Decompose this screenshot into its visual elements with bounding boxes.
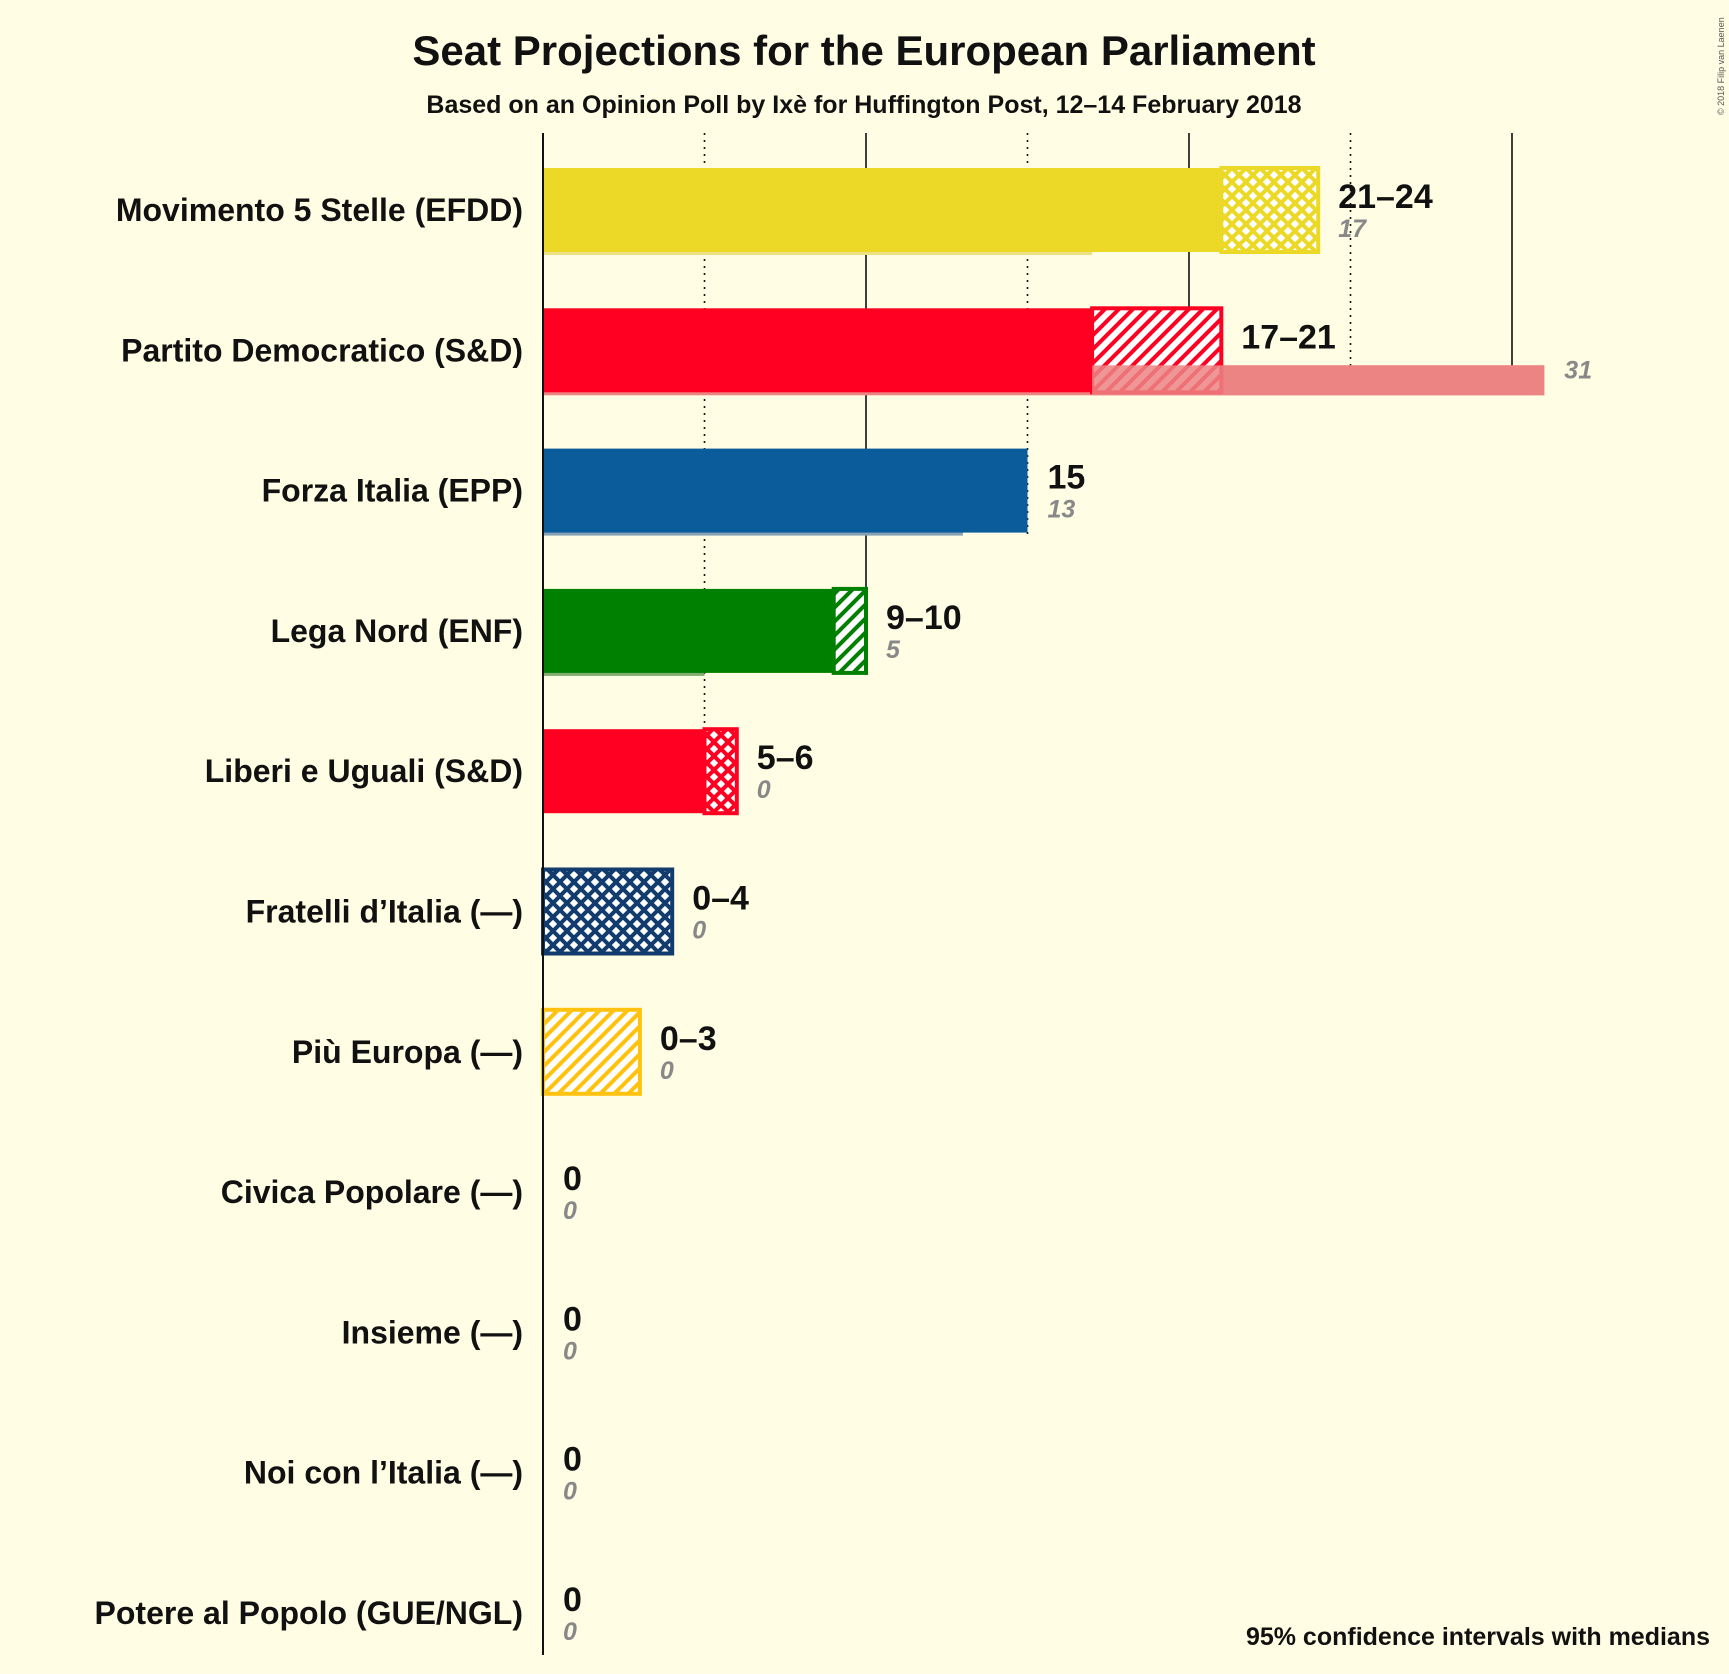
confidence-note: 95% confidence intervals with medians	[1246, 1623, 1710, 1651]
seat-range-label: 0–4	[692, 880, 749, 918]
previous-result-label: 0	[563, 1197, 577, 1225]
seat-range-label: 21–24	[1338, 178, 1433, 216]
party-label: Lega Nord (ENF)	[271, 613, 523, 649]
party-label: Liberi e Uguali (S&D)	[205, 753, 523, 789]
median-bar	[543, 448, 1028, 533]
party-label: Partito Democratico (S&D)	[121, 332, 523, 368]
party-row: Partito Democratico (S&D) 17–21 31	[121, 306, 1592, 396]
previous-result-label: 17	[1338, 215, 1367, 243]
party-label: Potere al Popolo (GUE/NGL)	[95, 1595, 523, 1631]
previous-result-label: 31	[1564, 356, 1592, 384]
confidence-interval-bar	[831, 586, 869, 675]
seat-range-label: 15	[1048, 459, 1086, 497]
copyright-note: © 2018 Filip van Laenen	[1716, 17, 1726, 115]
previous-result-label: 0	[692, 917, 706, 945]
party-label: Insieme (—)	[342, 1314, 523, 1350]
seat-range-label: 0	[563, 1300, 582, 1338]
previous-result-label: 0	[563, 1618, 577, 1646]
party-row: Civica Popolare (—) 00	[221, 1160, 582, 1225]
confidence-interval-bar	[702, 727, 739, 816]
party-row: Noi con l’Italia (—) 00	[244, 1441, 582, 1506]
party-label: Movimento 5 Stelle (EFDD)	[116, 192, 523, 228]
previous-result-label: 0	[563, 1337, 577, 1365]
party-row: Potere al Popolo (GUE/NGL) 00	[95, 1581, 582, 1646]
previous-result-label: 5	[886, 636, 901, 664]
previous-result-label: 0	[757, 776, 771, 804]
previous-result-label: 0	[563, 1478, 577, 1506]
party-row: Lega Nord (ENF) 9–105	[271, 586, 962, 676]
median-bar	[543, 729, 705, 814]
party-row: Più Europa (—) 0–30	[292, 1007, 717, 1096]
seat-range-label: 17–21	[1241, 318, 1336, 356]
median-bar	[543, 588, 834, 673]
party-label: Civica Popolare (—)	[221, 1174, 523, 1210]
previous-result-overlay	[1092, 365, 1545, 396]
confidence-interval-bar	[541, 867, 675, 956]
seat-range-label: 5–6	[757, 739, 814, 777]
party-row: Fratelli d’Italia (—) 0–40	[246, 867, 749, 956]
confidence-interval-bar	[541, 1007, 642, 1096]
party-row: Insieme (—) 00	[342, 1300, 582, 1365]
party-label: Più Europa (—)	[292, 1034, 523, 1070]
party-label: Forza Italia (EPP)	[262, 473, 523, 509]
party-label: Noi con l’Italia (—)	[244, 1455, 523, 1491]
confidence-interval-bar	[1219, 166, 1321, 254]
chart-title: Seat Projections for the European Parlia…	[412, 27, 1315, 74]
seat-range-label: 0	[563, 1160, 582, 1198]
party-row: Liberi e Uguali (S&D) 5–60	[205, 727, 814, 816]
previous-result-label: 13	[1048, 496, 1076, 524]
party-label: Fratelli d’Italia (—)	[246, 894, 523, 930]
median-bar	[543, 308, 1093, 393]
seat-range-label: 0	[563, 1441, 582, 1479]
seat-range-label: 0–3	[660, 1020, 717, 1058]
chart-subtitle: Based on an Opinion Poll by Ixè for Huff…	[426, 91, 1301, 119]
median-bar	[543, 168, 1222, 252]
seat-range-label: 9–10	[886, 599, 962, 637]
seat-range-label: 0	[563, 1581, 582, 1619]
previous-result-label: 0	[660, 1057, 674, 1085]
